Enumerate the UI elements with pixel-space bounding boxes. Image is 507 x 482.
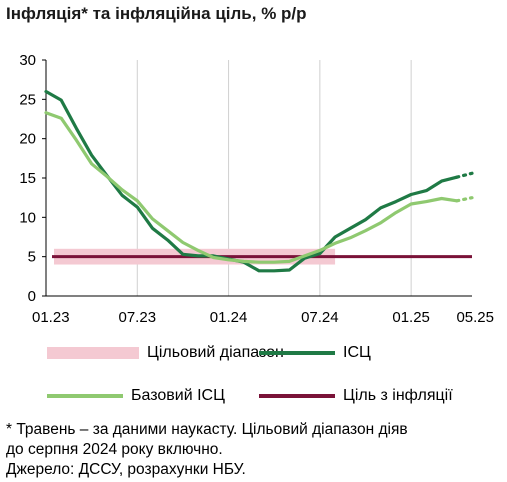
legend-item-target: Ціль з інфляції [259,387,453,405]
x-tick-label-07.23: 07.23 [119,309,157,326]
x-tick-label-01.23: 01.23 [32,309,70,326]
footnote-line-1: * Травень – за даними наукасту. Цільовий… [6,421,408,438]
footnote: * Травень – за даними наукасту. Цільовий… [6,420,506,480]
series-lines [44,89,474,273]
x-tick-label-07.24: 07.24 [301,309,339,326]
y-tick-label-25: 25 [19,91,36,108]
y-tick-label-10: 10 [19,209,36,226]
series-line-0 [44,89,459,273]
legend-item-cpi: ІСЦ [259,344,371,362]
inflation-chart: 0 5 10 15 20 25 30 01.23 07.23 01.24 07.24 01.25 05… [19,52,494,326]
legend-band-swatch [47,347,139,359]
legend-target-label: Ціль з інфляції [343,387,453,404]
y-tick-label-20: 20 [19,131,36,148]
legend-target-swatch [259,394,335,398]
x-tick-label-05.25: 05.25 [456,309,494,326]
footnote-source: Джерело: ДССУ, розрахунки НБУ. [6,461,246,478]
x-tick-label-01.24: 01.24 [210,309,248,326]
legend-band-label: Цільовий діапазон [147,344,284,361]
legend-cpi-label: ІСЦ [343,344,371,361]
legend-cpi-swatch [259,351,335,355]
series-line-1 [44,111,459,264]
legend-core-swatch [47,394,123,398]
legend-core-label: Базовий ІСЦ [131,387,225,404]
x-tick-labels: 01.23 07.23 01.24 07.24 01.25 05.25 [32,309,494,326]
y-tick-label-5: 5 [28,249,36,266]
footnote-line-2: до серпня 2024 року включно. [6,441,223,458]
y-tick-label-15: 15 [19,170,36,187]
legend-item-band: Цільовий діапазон [47,344,284,362]
y-tick-label-30: 30 [19,52,36,69]
series-forecast-0 [455,171,474,179]
chart-title: Інфляція* та інфляційна ціль, % р/р [6,4,307,23]
y-tick-label-0: 0 [28,288,36,305]
x-tick-label-01.25: 01.25 [392,309,430,326]
y-tick-labels: 0 5 10 15 20 25 30 [19,52,36,305]
legend-item-core: Базовий ІСЦ [47,387,225,405]
series-forecast-1 [455,196,474,203]
axes [42,59,472,297]
